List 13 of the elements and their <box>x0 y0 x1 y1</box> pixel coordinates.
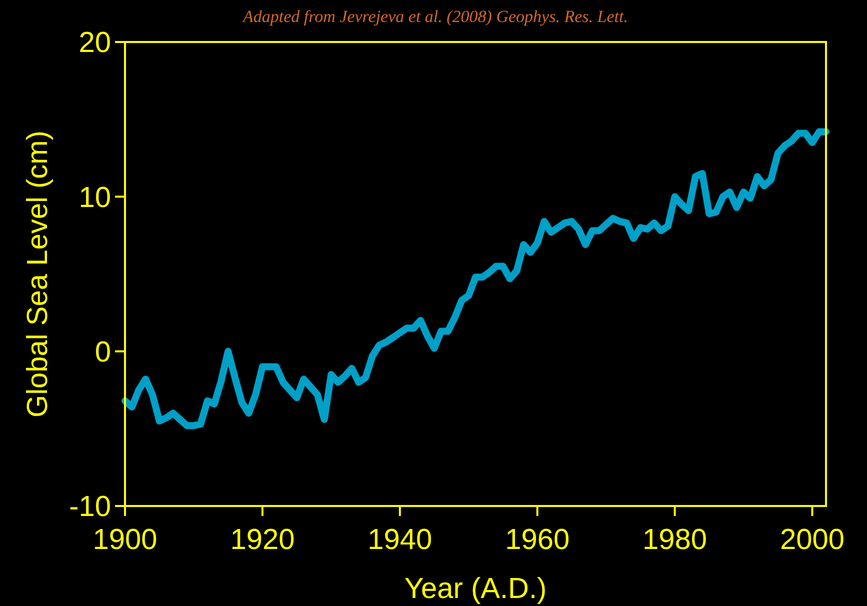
x-tick-label: 1920 <box>230 524 295 556</box>
x-tick-label: 2000 <box>780 524 845 556</box>
text: Adapted from Jevrejeva et al. (2008) Geophys. Res. Lett. <box>242 7 628 26</box>
y-axis-title: Global Sea Level (cm) <box>22 130 54 418</box>
x-tick-label: 1900 <box>92 524 158 556</box>
x-tick-label: 1980 <box>642 524 708 556</box>
y-tick-label: 20 <box>78 27 111 60</box>
y-tick-label: -10 <box>69 491 111 524</box>
y-tick-label: 10 <box>78 182 111 214</box>
y-tick-label: 0 <box>94 336 111 368</box>
x-tick-label: 1940 <box>368 524 432 556</box>
x-axis-title: Year (A.D.) <box>404 573 547 605</box>
x-tick-label: 1960 <box>505 524 570 556</box>
